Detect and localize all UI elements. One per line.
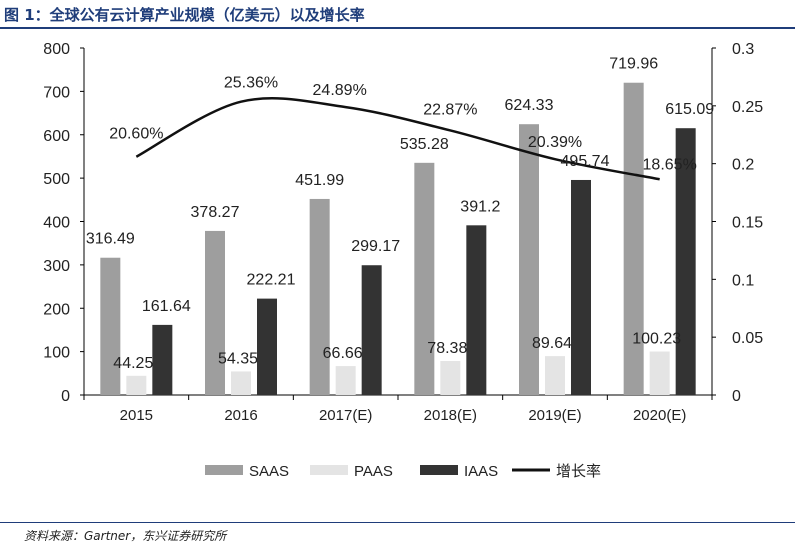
bar-saas-2017(E) — [309, 198, 330, 395]
growth-rate-label: 20.39% — [528, 134, 582, 151]
bar-iaas-2020(E) — [675, 128, 696, 395]
data-label-iaas: 299.17 — [351, 238, 400, 255]
bar-iaas-2015 — [152, 324, 173, 395]
bar-saas-2020(E) — [623, 82, 644, 395]
legend-label-paas: PAAS — [354, 463, 393, 480]
x-tick-label: 2015 — [120, 407, 153, 424]
source-note: 资料来源：Gartner，东兴证券研究所 — [24, 529, 227, 543]
data-label-saas: 451.99 — [295, 172, 344, 189]
growth-rate-label: 24.89% — [313, 82, 367, 99]
data-label-iaas: 495.74 — [561, 153, 610, 170]
y-right-tick-label: 0 — [732, 388, 741, 405]
data-label-iaas: 222.21 — [247, 272, 296, 289]
y-right-tick-label: 0.05 — [732, 330, 763, 347]
data-label-saas: 378.27 — [191, 204, 240, 221]
data-label-saas: 624.33 — [505, 97, 554, 114]
y-left-tick-label: 800 — [43, 41, 70, 58]
legend-label-saas: SAAS — [249, 463, 289, 480]
y-right-tick-label: 0.2 — [732, 157, 754, 174]
bar-saas-2015 — [100, 257, 121, 395]
bar-paas-2016 — [231, 371, 251, 395]
y-left-tick-label: 300 — [43, 258, 70, 275]
bars — [100, 82, 696, 395]
data-label-paas: 89.64 — [532, 335, 572, 352]
data-label-saas: 535.28 — [400, 136, 449, 153]
data-label-saas: 316.49 — [86, 231, 135, 248]
y-left-tick-label: 500 — [43, 171, 70, 188]
bar-paas-2018(E) — [440, 361, 461, 395]
bar-iaas-2016 — [257, 298, 277, 395]
figure-title: 图 1：全球公有云计算产业规模（亿美元）以及增长率 — [4, 6, 365, 24]
legend-label-growth-rate: 增长率 — [556, 463, 601, 480]
legend-swatch-saas — [205, 465, 243, 475]
x-tick-label: 2017(E) — [319, 407, 372, 424]
y-right-tick-label: 0.3 — [732, 41, 754, 58]
growth-line — [135, 97, 660, 181]
y-left-tick-label: 200 — [43, 301, 70, 318]
y-right-tick-label: 0.1 — [732, 272, 754, 289]
bar-saas-2016 — [205, 230, 225, 395]
data-labels: 316.49 378.27 451.99 535.28 624.33 719.96 44.2… — [86, 56, 714, 372]
legend-swatch-iaas — [420, 465, 458, 475]
legend-swatch-paas — [310, 465, 348, 475]
bar-iaas-2019(E) — [571, 179, 591, 395]
y-left-tick-label: 400 — [43, 215, 70, 232]
legend-label-iaas: IAAS — [464, 463, 498, 480]
data-label-paas: 66.66 — [323, 345, 363, 362]
growth-rate-label: 22.87% — [423, 101, 477, 118]
growth-rate-line — [135, 97, 660, 181]
bar-paas-2020(E) — [649, 351, 670, 395]
bar-saas-2018(E) — [414, 162, 435, 395]
growth-rate-label: 25.36% — [224, 75, 278, 92]
data-label-paas: 44.25 — [113, 355, 153, 372]
y-right-tick-label: 0.25 — [732, 99, 763, 116]
growth-rate-label: 20.60% — [109, 126, 163, 143]
title-rule — [0, 27, 795, 29]
data-label-iaas: 391.2 — [460, 198, 500, 215]
legend: SAAS PAAS IAAS 增长率 — [205, 463, 601, 480]
data-label-iaas: 615.09 — [665, 101, 714, 118]
data-label-paas: 78.38 — [427, 340, 467, 357]
bar-saas-2019(E) — [519, 124, 539, 395]
bar-paas-2017(E) — [335, 366, 356, 395]
y-left-tick-label: 100 — [43, 345, 70, 362]
x-tick-label: 2019(E) — [528, 407, 581, 424]
y-left-tick-label: 600 — [43, 128, 70, 145]
bar-iaas-2017(E) — [361, 265, 382, 395]
data-label-iaas: 161.64 — [142, 298, 191, 315]
x-tick-label: 2018(E) — [424, 407, 477, 424]
source-rule — [0, 522, 795, 523]
data-label-paas: 100.23 — [632, 331, 681, 348]
bar-paas-2019(E) — [545, 356, 565, 395]
data-label-paas: 54.35 — [218, 350, 258, 367]
y-right-tick-label: 0.15 — [732, 215, 763, 232]
x-tick-label: 2016 — [224, 407, 257, 424]
growth-rate-label: 18.65% — [643, 156, 697, 173]
x-tick-label: 2020(E) — [633, 407, 686, 424]
y-left-tick-label: 0 — [61, 388, 70, 405]
bar-paas-2015 — [126, 375, 147, 395]
axes: 0 100 200 300 400 500 600 700 800 0 0.05 0.1 0.15 0.2… — [43, 41, 763, 424]
y-left-tick-label: 700 — [43, 84, 70, 101]
bar-iaas-2018(E) — [466, 225, 487, 395]
data-label-saas: 719.96 — [609, 56, 658, 73]
